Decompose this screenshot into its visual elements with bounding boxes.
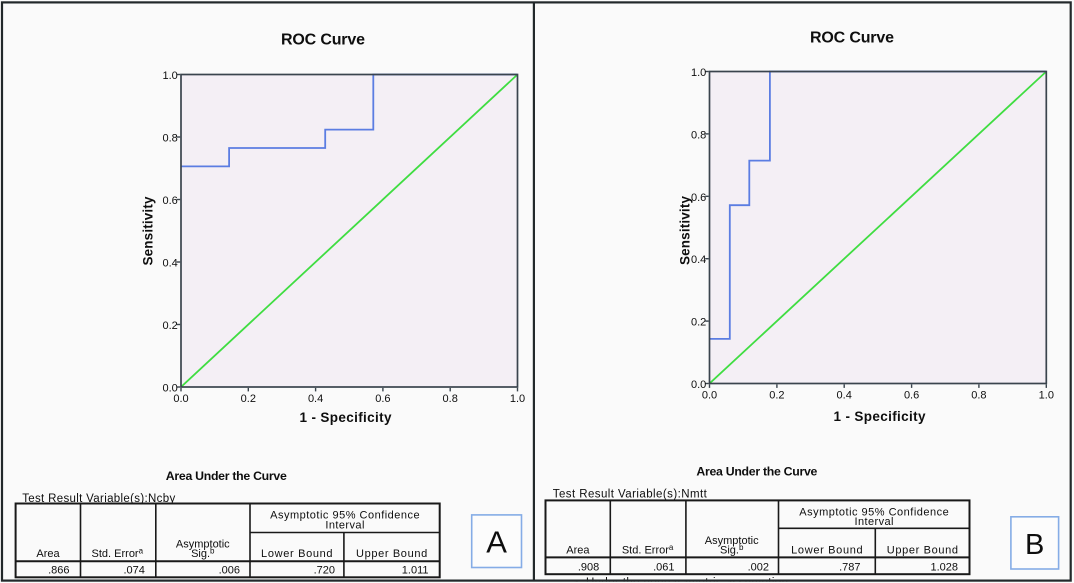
svg-text:0.0: 0.0 <box>691 379 706 391</box>
svg-text:0.8: 0.8 <box>443 393 458 405</box>
svg-text:0.0: 0.0 <box>702 389 717 401</box>
svg-text:0.4: 0.4 <box>691 254 706 266</box>
svg-text:.908: .908 <box>578 562 599 574</box>
svg-text:Lower Bound: Lower Bound <box>791 544 863 556</box>
svg-text:Area Under the Curve: Area Under the Curve <box>166 469 287 483</box>
svg-text:0.0: 0.0 <box>163 383 178 395</box>
svg-text:Area Under the Curve: Area Under the Curve <box>696 465 817 479</box>
svg-text:Sig.b: Sig.b <box>191 547 215 561</box>
svg-text:1.0: 1.0 <box>691 67 706 79</box>
svg-text:Asymptotic: Asymptotic <box>176 539 230 551</box>
svg-text:Std. Errora: Std. Errora <box>622 543 674 557</box>
svg-text:1 - Specificity: 1 - Specificity <box>300 410 392 425</box>
svg-text:0.0: 0.0 <box>173 393 188 405</box>
svg-text:0.8: 0.8 <box>971 389 986 401</box>
svg-text:.720: .720 <box>314 565 335 577</box>
svg-text:Asymptotic 95% Confidence: Asymptotic 95% Confidence <box>270 510 420 522</box>
svg-text:.866: .866 <box>48 565 69 577</box>
svg-text:0.6: 0.6 <box>904 389 919 401</box>
svg-text:1.011: 1.011 <box>402 565 429 577</box>
svg-text:0.8: 0.8 <box>691 129 706 141</box>
svg-text:Upper Bound: Upper Bound <box>356 548 427 560</box>
svg-text:Test Result Variable(s):Ncby: Test Result Variable(s):Ncby <box>22 493 175 505</box>
svg-text:Std. Errora: Std. Errora <box>92 547 144 561</box>
svg-text:0.6: 0.6 <box>691 192 706 204</box>
svg-text:1.0: 1.0 <box>510 393 525 405</box>
svg-text:0.2: 0.2 <box>163 320 178 332</box>
svg-text:Interval: Interval <box>325 519 364 531</box>
svg-text:.006: .006 <box>219 565 240 577</box>
svg-text:Sensitivity: Sensitivity <box>140 196 155 265</box>
svg-text:Test Result Variable(s):Nmtt: Test Result Variable(s):Nmtt <box>553 489 708 501</box>
svg-text:.787: .787 <box>839 562 860 574</box>
svg-text:Area: Area <box>36 548 60 560</box>
svg-text:1.0: 1.0 <box>1039 389 1054 401</box>
svg-text:Area: Area <box>566 544 590 556</box>
svg-text:Lower Bound: Lower Bound <box>261 548 333 560</box>
svg-text:.074: .074 <box>123 565 144 577</box>
svg-text:Sig.b: Sig.b <box>720 543 744 557</box>
svg-text:ROC Curve: ROC Curve <box>810 29 894 46</box>
svg-text:B: B <box>1025 529 1044 561</box>
svg-text:0.4: 0.4 <box>163 258 178 270</box>
svg-text:1.0: 1.0 <box>163 70 178 82</box>
svg-text:0.2: 0.2 <box>769 389 784 401</box>
svg-text:Asymptotic: Asymptotic <box>705 535 759 547</box>
svg-text:1 - Specificity: 1 - Specificity <box>834 409 926 424</box>
svg-text:0.2: 0.2 <box>691 317 706 329</box>
svg-text:1.028: 1.028 <box>930 562 958 574</box>
svg-text:A: A <box>486 524 507 559</box>
svg-text:0.8: 0.8 <box>163 133 178 145</box>
svg-text:0.2: 0.2 <box>241 393 256 405</box>
svg-text:Interval: Interval <box>855 516 894 528</box>
svg-text:0.6: 0.6 <box>163 195 178 207</box>
svg-text:.061: .061 <box>653 562 674 574</box>
svg-text:.002: .002 <box>748 562 769 574</box>
svg-text:ROC Curve: ROC Curve <box>281 32 365 49</box>
svg-text:0.4: 0.4 <box>308 393 323 405</box>
svg-text:Sensitivity: Sensitivity <box>677 196 692 265</box>
svg-text:Upper Bound: Upper Bound <box>887 544 958 556</box>
svg-text:0.6: 0.6 <box>375 393 390 405</box>
svg-text:Asymptotic 95% Confidence: Asymptotic 95% Confidence <box>799 506 949 518</box>
svg-text:0.4: 0.4 <box>837 389 852 401</box>
